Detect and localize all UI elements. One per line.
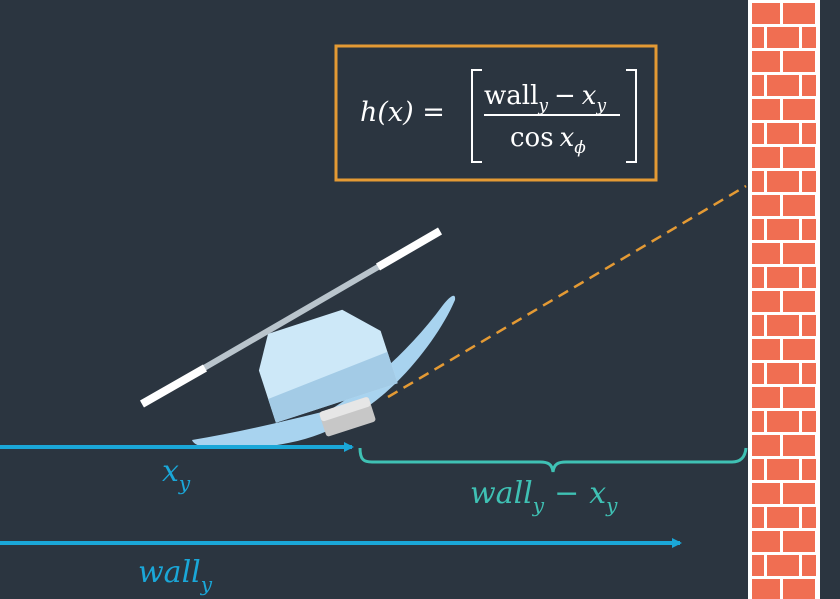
brick (752, 531, 780, 552)
brick (767, 27, 799, 48)
brick (767, 507, 799, 528)
brick (752, 99, 780, 120)
brick (802, 363, 816, 384)
brick (783, 579, 815, 599)
drone-body-shade (268, 351, 398, 423)
brick (783, 435, 815, 456)
rotor-right (375, 227, 443, 271)
brick (752, 387, 780, 408)
brick (752, 171, 764, 192)
brick (752, 363, 764, 384)
brick (802, 27, 816, 48)
brick (752, 27, 764, 48)
brick (802, 315, 816, 336)
formula-box: h(x) = wally − xy cos xϕ (334, 44, 658, 182)
brick (752, 291, 780, 312)
formula-denominator: cos xϕ (510, 123, 586, 158)
brick (767, 75, 799, 96)
brick (752, 411, 764, 432)
wall-distance-label: wally (138, 555, 213, 596)
brick (802, 507, 816, 528)
left-bracket (471, 69, 482, 163)
right-bracket (626, 69, 637, 163)
drone (140, 227, 456, 449)
brick (752, 459, 764, 480)
gap-label: wally − xy (470, 476, 618, 517)
brick (783, 243, 815, 264)
brick (767, 363, 799, 384)
brick (767, 555, 799, 576)
brick (752, 435, 780, 456)
brick (752, 483, 780, 504)
brick (783, 339, 815, 360)
brick (783, 387, 815, 408)
formula-lhs: h(x) = (360, 97, 445, 128)
brick (802, 123, 816, 144)
brick (767, 219, 799, 240)
brick (783, 51, 815, 72)
brick (767, 315, 799, 336)
brick (767, 171, 799, 192)
brick-wall (748, 0, 820, 599)
brick (767, 459, 799, 480)
formula-border (334, 44, 658, 182)
sensor-ray (387, 184, 747, 399)
formula-numerator: wally − xy (484, 81, 606, 116)
brick (752, 51, 780, 72)
brick (752, 3, 780, 24)
brick (752, 147, 780, 168)
rotor-left (140, 364, 207, 408)
brick (767, 411, 799, 432)
brick (752, 579, 780, 599)
brick (783, 3, 815, 24)
gap-brace (358, 447, 748, 473)
brick (752, 195, 780, 216)
brick (802, 411, 816, 432)
brick (752, 339, 780, 360)
brick (752, 267, 764, 288)
brick (752, 315, 764, 336)
brick (783, 483, 815, 504)
brick (783, 195, 815, 216)
brick (802, 267, 816, 288)
brick (752, 243, 780, 264)
brick (783, 531, 815, 552)
brick (802, 459, 816, 480)
brick (752, 123, 764, 144)
brick (802, 171, 816, 192)
brick (752, 219, 764, 240)
brick (783, 291, 815, 312)
brick (802, 75, 816, 96)
brick (767, 123, 799, 144)
brick (752, 75, 764, 96)
brick (802, 555, 816, 576)
brick (752, 507, 764, 528)
brick (783, 99, 815, 120)
brick (752, 555, 764, 576)
brick (767, 267, 799, 288)
brick (783, 147, 815, 168)
brick (802, 219, 816, 240)
xy-label: xy (162, 454, 191, 495)
